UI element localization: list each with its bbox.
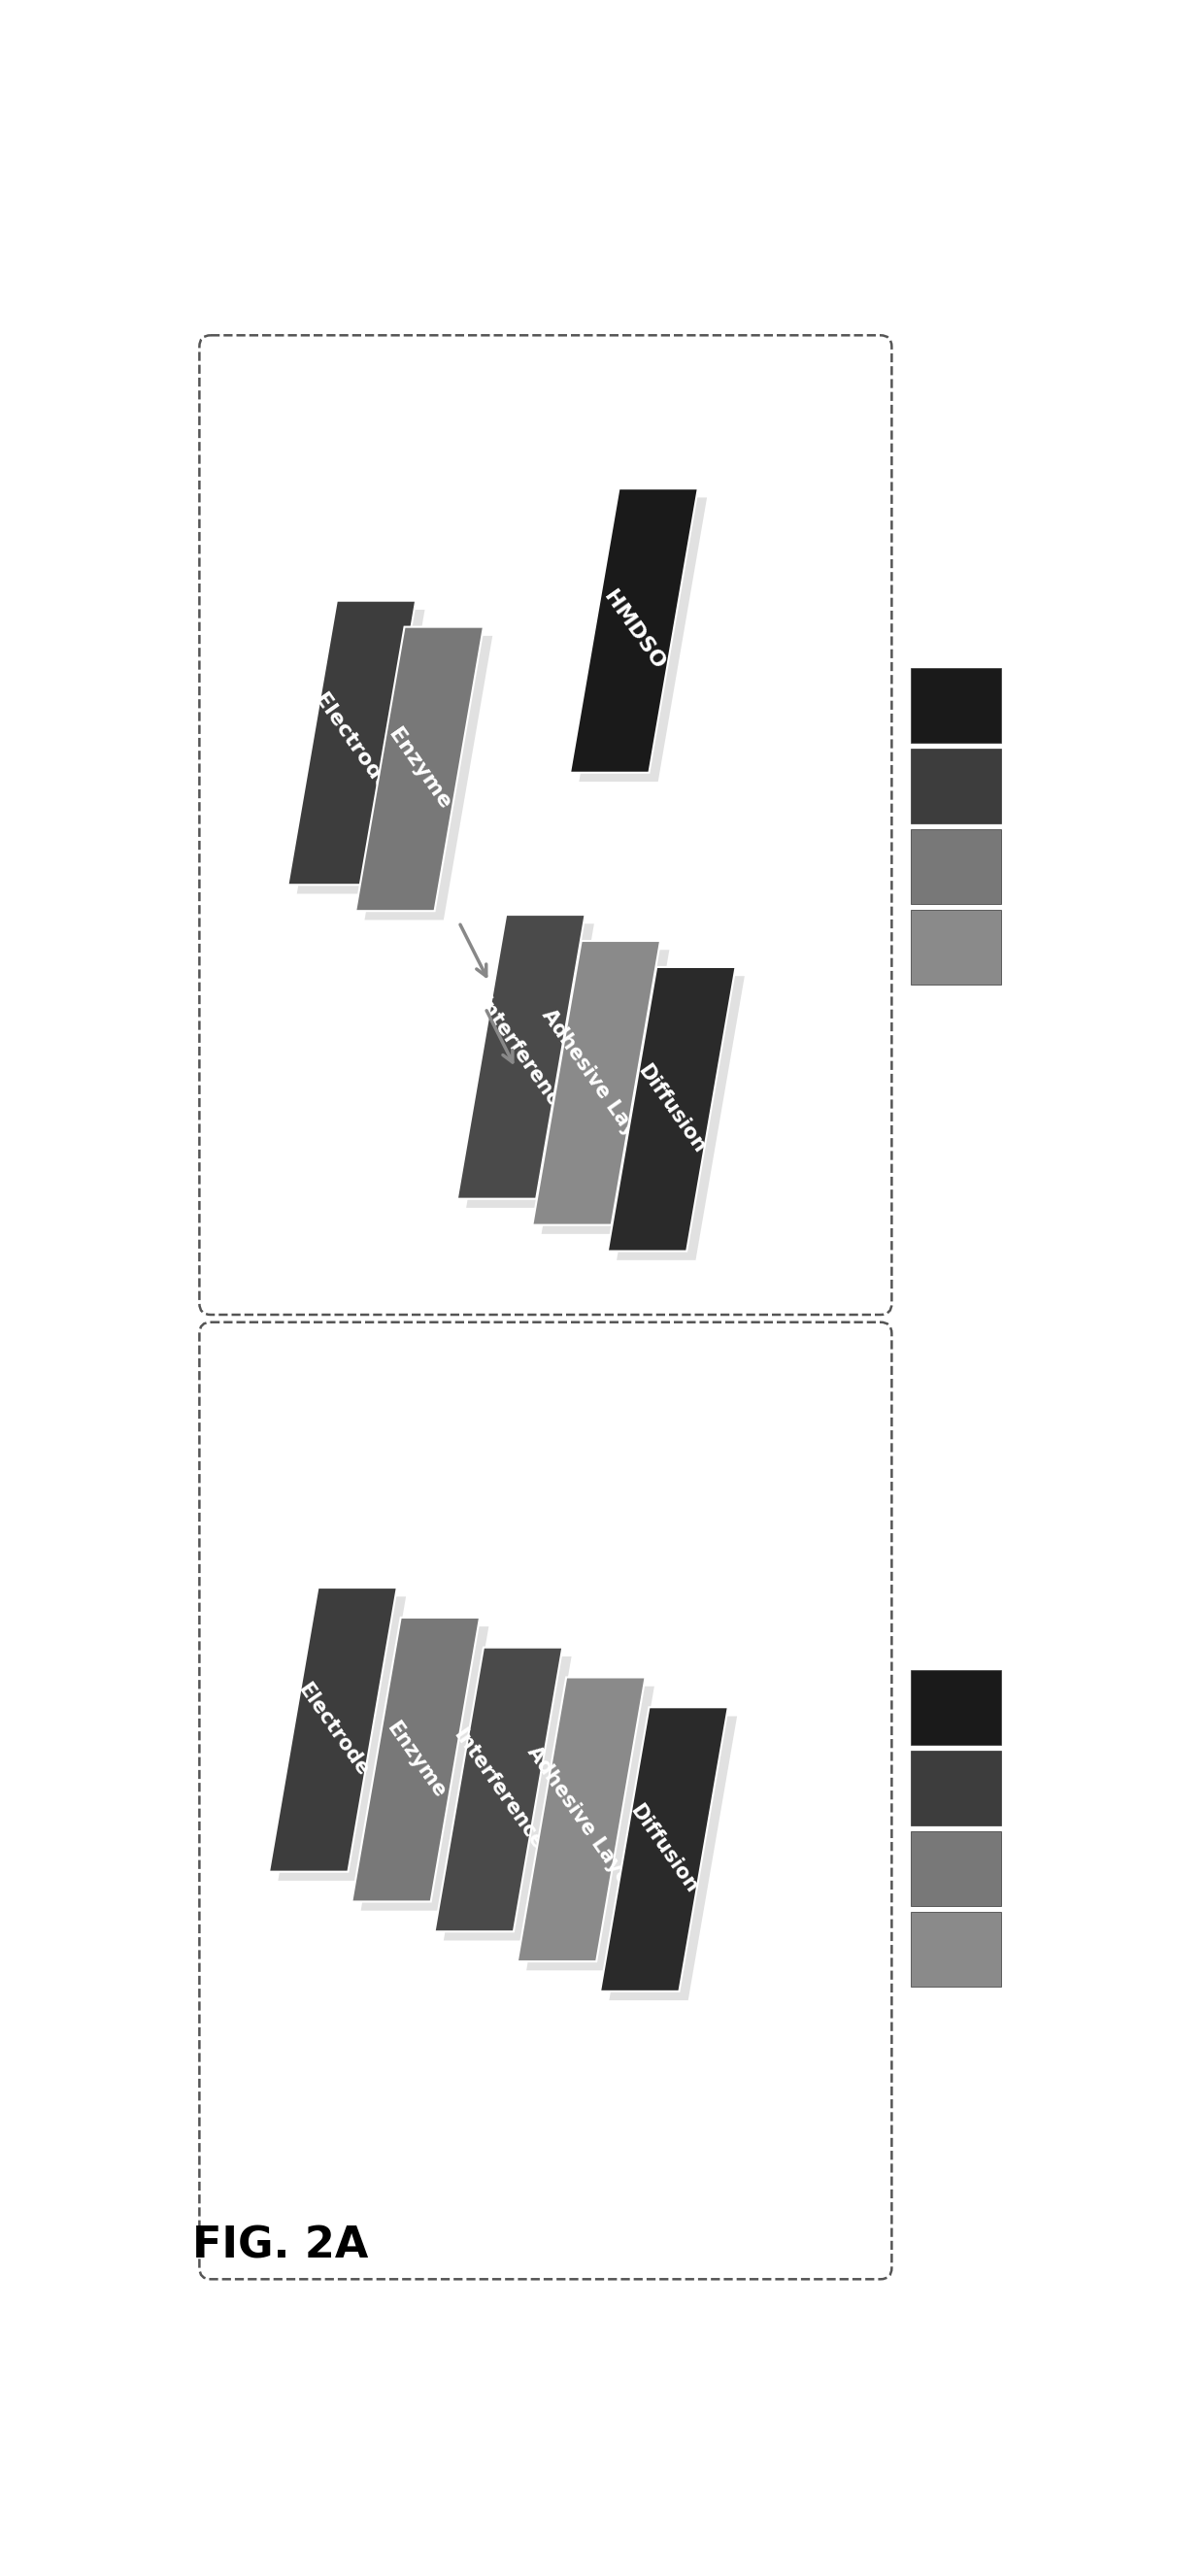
Text: Adhesive Layer: Adhesive Layer <box>538 1005 654 1159</box>
Polygon shape <box>278 1597 406 1880</box>
Text: Enzyme: Enzyme <box>383 1718 449 1801</box>
Polygon shape <box>569 489 698 773</box>
Text: Diffusion: Diffusion <box>626 1801 702 1896</box>
FancyBboxPatch shape <box>200 1321 892 2280</box>
Bar <box>910 1911 1001 1986</box>
Polygon shape <box>579 497 707 781</box>
Polygon shape <box>526 1687 654 1971</box>
Bar <box>910 667 1001 742</box>
Text: Diffusion: Diffusion <box>635 1061 709 1157</box>
Text: Interference: Interference <box>472 992 569 1121</box>
Text: Interference: Interference <box>450 1726 548 1852</box>
Bar <box>910 1832 1001 1906</box>
Polygon shape <box>355 626 484 912</box>
Polygon shape <box>466 925 594 1208</box>
FancyBboxPatch shape <box>200 335 892 1314</box>
Polygon shape <box>297 611 425 894</box>
Polygon shape <box>600 1708 728 1991</box>
Bar <box>910 1752 1001 1826</box>
Text: FIG. 2A: FIG. 2A <box>191 2226 368 2267</box>
Polygon shape <box>616 976 744 1260</box>
Polygon shape <box>288 600 415 884</box>
Polygon shape <box>532 940 660 1226</box>
Bar <box>910 1669 1001 1744</box>
Polygon shape <box>435 1649 562 1932</box>
Text: Enzyme: Enzyme <box>384 724 454 814</box>
Polygon shape <box>458 914 585 1198</box>
Polygon shape <box>361 1625 489 1911</box>
Polygon shape <box>352 1618 479 1901</box>
Text: Electrode: Electrode <box>311 690 393 796</box>
Polygon shape <box>609 1716 737 2002</box>
Bar <box>910 750 1001 824</box>
Polygon shape <box>542 951 669 1234</box>
Polygon shape <box>365 636 492 920</box>
Polygon shape <box>518 1677 645 1960</box>
Text: HMDSO: HMDSO <box>600 587 668 672</box>
Polygon shape <box>268 1587 397 1873</box>
Polygon shape <box>608 966 736 1252</box>
Polygon shape <box>443 1656 572 1940</box>
Bar <box>910 909 1001 984</box>
Text: Electrode: Electrode <box>294 1680 372 1780</box>
Text: Adhesive Layer: Adhesive Layer <box>524 1741 639 1896</box>
Bar <box>910 829 1001 904</box>
